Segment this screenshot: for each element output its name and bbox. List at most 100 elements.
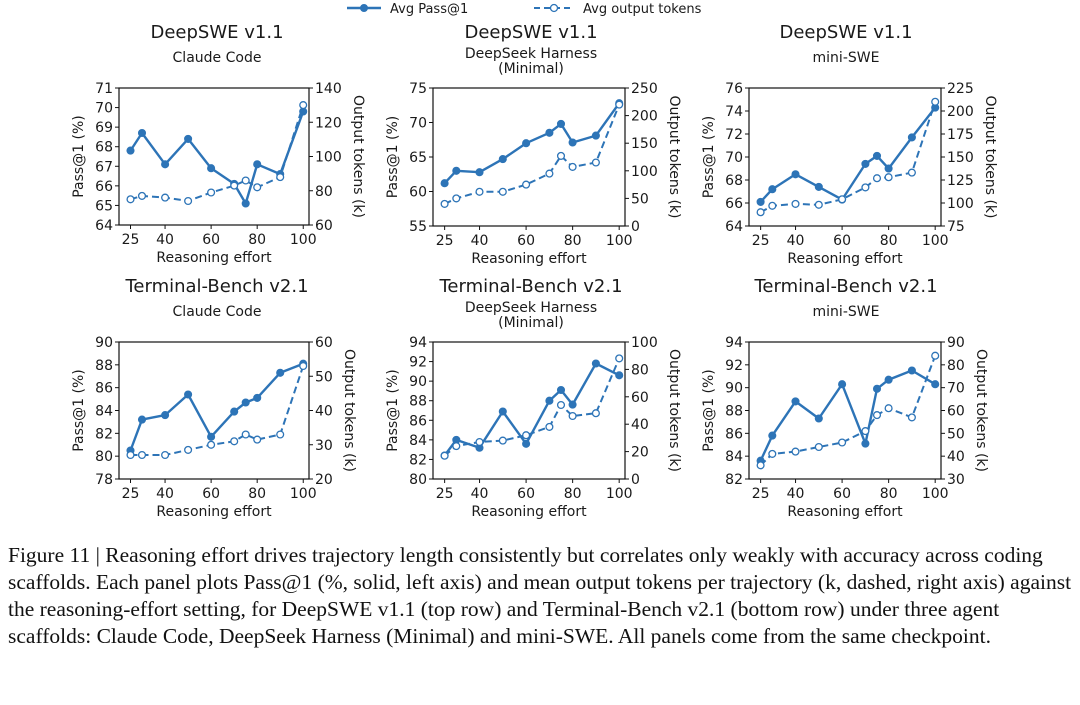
y2-tick-label: 30: [947, 472, 965, 488]
pass1-point: [137, 415, 147, 424]
y2-tick-label: 100: [631, 335, 658, 351]
plot-frame: [432, 341, 626, 480]
figure-caption: Figure 11 | Reasoning effort drives traj…: [8, 543, 1072, 648]
y-tick-label: 64: [725, 219, 743, 235]
y-tick-label: 84: [409, 433, 427, 449]
tokens-point: [522, 431, 531, 440]
tokens-point: [568, 162, 577, 171]
y2-axis-label: Output tokens (k): [666, 349, 682, 472]
plot-frame: [748, 341, 942, 480]
x-axis-label: Reasoning effort: [156, 504, 272, 520]
pass1-point: [768, 431, 777, 440]
tokens-point: [791, 199, 800, 208]
y-tick-label: 75: [409, 81, 427, 97]
pass1-point: [814, 182, 823, 191]
y2-tick-label: 50: [631, 191, 649, 207]
y-tick-label: 84: [95, 404, 113, 420]
tokens-point: [440, 451, 449, 460]
y-axis-label: Pass@1 (%): [71, 115, 87, 198]
pass1-point: [814, 414, 823, 423]
legend-solid-label: Avg Pass@1: [390, 2, 468, 17]
y2-tick-label: 120: [315, 115, 342, 131]
tokens-point: [241, 430, 250, 439]
y2-tick-label: 60: [947, 404, 965, 420]
plot-frame: [432, 87, 626, 227]
panel-title: DeepSWE v1.1: [464, 22, 597, 43]
x-tick-label: 100: [922, 233, 949, 249]
tokens-point: [568, 411, 577, 421]
x-tick-label: 60: [517, 233, 535, 249]
tokens-point: [814, 442, 823, 452]
y-tick-label: 94: [409, 335, 427, 351]
tokens-line: [760, 101, 937, 214]
y-tick-label: 88: [409, 394, 427, 410]
x-tick-label: 80: [564, 233, 582, 249]
y-tick-label: 76: [725, 81, 743, 97]
y2-tick-label: 90: [947, 335, 965, 351]
panel-subtitle-line-1: DeepSeek Harness: [465, 46, 597, 62]
y-tick-label: 65: [409, 150, 427, 166]
x-tick-label: 80: [564, 486, 582, 502]
y-tick-label: 92: [409, 355, 427, 371]
y-tick-label: 68: [95, 140, 113, 156]
tokens-point: [184, 196, 193, 206]
tokens-point: [615, 354, 624, 363]
x-axis-label: Reasoning effort: [471, 504, 587, 520]
pass1-point: [184, 390, 193, 399]
x-tick-label: 60: [202, 486, 220, 502]
y2-tick-label: 40: [947, 449, 965, 465]
y2-axis-label: Output tokens (k): [982, 95, 998, 218]
pass1-point: [230, 407, 239, 416]
tokens-point: [838, 195, 847, 204]
y2-tick-label: 40: [631, 417, 649, 433]
pass1-point: [872, 151, 882, 160]
pass1-point: [207, 432, 216, 441]
y2-tick-label: 20: [315, 472, 333, 488]
y2-tick-label: 0: [631, 472, 640, 488]
pass1-point: [161, 411, 170, 420]
panel-subtitle: Claude Code: [173, 304, 262, 320]
tokens-point: [126, 450, 135, 460]
pass1-point: [184, 134, 193, 143]
y2-tick-label: 60: [631, 390, 649, 406]
y2-tick-label: 50: [947, 426, 965, 442]
tokens-point: [861, 427, 870, 436]
y2-tick-label: 30: [315, 438, 333, 454]
tokens-point: [276, 430, 285, 439]
pass1-point: [556, 119, 566, 128]
pass1-point: [126, 146, 135, 155]
pass1-point: [768, 185, 777, 194]
pass1-point: [137, 128, 147, 138]
y-tick-label: 80: [95, 449, 113, 465]
y2-tick-label: 200: [947, 104, 974, 120]
y-tick-label: 64: [95, 218, 113, 234]
tokens-line: [443, 358, 621, 457]
y2-tick-label: 40: [315, 404, 333, 420]
pass1-point: [545, 396, 554, 405]
tokens-point: [230, 181, 239, 190]
pass1-point: [522, 139, 531, 148]
y-axis-label: Pass@1 (%): [71, 369, 87, 452]
tokens-point: [931, 351, 940, 360]
tokens-point: [615, 100, 624, 109]
legend-dashed-marker: [549, 3, 559, 13]
y2-tick-label: 20: [631, 445, 649, 461]
y-axis-label: Pass@1 (%): [385, 369, 401, 452]
tokens-point: [884, 173, 893, 182]
legend-solid-marker: [360, 4, 368, 12]
y-tick-label: 74: [725, 104, 743, 120]
x-tick-label: 40: [471, 486, 489, 502]
pass1-point: [161, 160, 170, 169]
pass1-point: [241, 398, 250, 407]
pass1-point: [591, 359, 600, 368]
tokens-line: [130, 104, 305, 202]
legend: Avg Pass@1 Avg output tokens: [347, 2, 702, 17]
x-tick-label: 40: [156, 232, 174, 248]
pass1-point: [253, 160, 262, 169]
tokens-point: [556, 400, 566, 410]
tokens-point: [591, 158, 600, 167]
y2-tick-label: 50: [315, 369, 333, 385]
tokens-point: [253, 435, 262, 444]
pass1-line: [759, 106, 937, 203]
tokens-point: [137, 191, 147, 200]
